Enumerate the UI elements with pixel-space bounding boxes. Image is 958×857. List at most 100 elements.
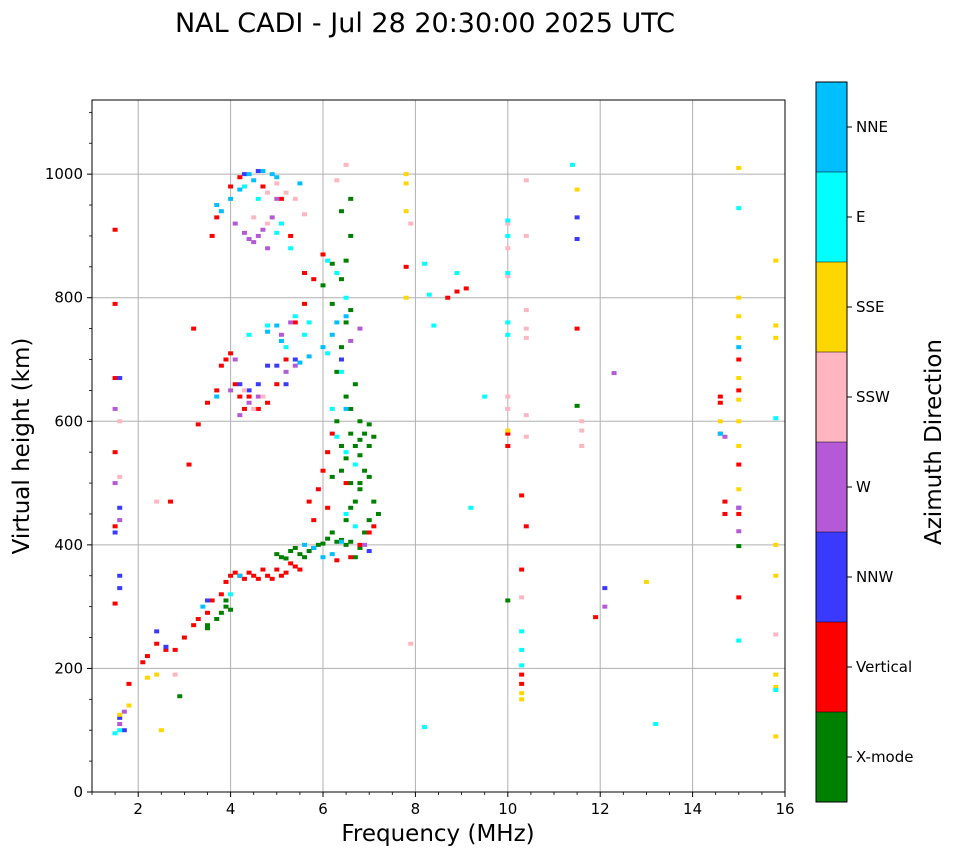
data-point-sse [773,672,779,677]
data-point-x-mode [297,552,303,557]
data-point-vertical [232,570,238,575]
data-point-nne [278,338,284,343]
data-point-vertical [403,264,409,269]
data-point-x-mode [320,283,326,288]
data-point-sse [736,376,742,381]
data-point-ssw [579,419,585,424]
data-point-e [302,332,308,337]
data-point-vertical [366,530,372,535]
data-point-nne [218,209,224,214]
data-point-e [255,196,261,201]
data-point-vertical [283,357,289,362]
data-point-nne [329,552,335,557]
colorbar-tick-label: NNE [856,118,888,136]
data-point-w [246,237,252,242]
data-point-nnw [255,169,261,174]
data-point-sse [154,672,160,677]
data-point-x-mode [371,499,377,504]
data-point-vertical [311,518,317,523]
data-point-e [278,221,284,226]
data-point-sse [519,691,525,696]
data-point-vertical [736,388,742,393]
data-point-ssw [505,394,511,399]
data-point-x-mode [329,301,335,306]
data-point-nne [320,555,326,560]
data-point-x-mode [366,422,372,427]
data-point-nne [260,169,266,174]
data-point-ssw [260,394,266,399]
data-point-ssw [523,326,529,331]
data-point-w [278,332,284,337]
data-point-sse [773,323,779,328]
data-point-vertical [519,681,525,686]
data-point-vertical [214,215,220,220]
colorbar-segment-nne [816,82,847,172]
data-point-e [736,638,742,643]
data-point-e [283,345,289,350]
data-point-vertical [140,660,146,665]
data-point-sse [773,573,779,578]
data-point-sse [736,397,742,402]
colorbar-segment-w [816,442,847,532]
data-point-w [362,542,368,547]
data-point-vertical [302,271,308,275]
colorbar-label: Azimuth Direction [921,339,947,545]
data-point-e [325,258,331,263]
data-point-sse [519,697,525,702]
data-point-x-mode [320,541,326,546]
data-point-e [265,323,271,328]
data-point-e [773,688,779,693]
data-point-vertical [228,184,234,189]
data-point-x-mode [357,481,363,486]
data-point-x-mode [357,545,363,550]
data-point-nne [334,320,340,325]
data-point-w [228,388,234,393]
colorbar-segment-nnw [816,532,847,622]
data-point-vertical [260,184,266,189]
data-point-ssw [408,641,414,646]
x-tick-label: 12 [591,800,610,818]
data-point-vertical [112,376,118,381]
data-point-x-mode [214,617,220,621]
data-point-x-mode [325,536,331,541]
data-point-x-mode [338,345,344,350]
data-point-nne [265,329,271,334]
data-point-x-mode [357,419,363,424]
data-point-vertical [172,647,178,652]
y-tick-label: 0 [73,783,83,801]
data-point-vertical [292,564,298,569]
data-point-e [352,462,358,467]
data-point-nne [297,181,303,186]
data-point-ssw [117,474,123,479]
data-point-nnw [274,363,280,368]
data-point-e [306,320,312,325]
data-point-nne [338,539,344,544]
data-points [112,162,779,739]
data-point-ssw [773,632,779,637]
data-point-sse [403,295,409,300]
data-point-x-mode [352,444,358,448]
data-point-w [237,413,243,418]
data-point-e [519,647,525,652]
y-tick-label: 600 [54,412,83,430]
data-point-x-mode [329,474,335,479]
data-point-w [255,233,261,238]
data-point-ssw [292,196,298,201]
data-point-x-mode [574,403,580,408]
data-point-x-mode [343,320,349,325]
data-point-nnw [338,357,344,362]
data-point-vertical [205,400,210,405]
colorbar-segment-ssw [816,352,847,442]
data-point-x-mode [223,598,229,603]
data-point-w [274,196,280,201]
data-point-x-mode [306,549,312,554]
data-point-nne [320,345,326,350]
data-point-nnw [205,598,210,603]
data-point-w [112,481,118,486]
data-point-nne [302,542,308,547]
data-point-e [352,524,358,529]
data-point-vertical [223,357,229,362]
data-point-e [736,206,742,211]
data-point-vertical [283,570,289,575]
x-tick-label: 4 [226,800,236,818]
